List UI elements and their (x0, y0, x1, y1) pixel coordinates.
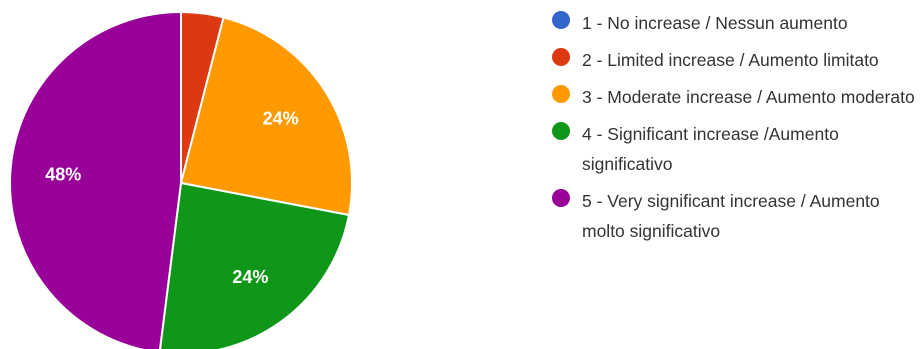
legend-item-4[interactable]: 4 - Significant increase /Aumento signif… (550, 119, 920, 179)
pie-chart: 24% 24% 48% (8, 10, 353, 349)
legend-swatch (552, 189, 570, 207)
pie-slice-5 (8, 10, 182, 349)
legend-label: 3 - Moderate increase / Aumento moderato (582, 87, 915, 107)
legend-item-2[interactable]: 2 - Limited increase / Aumento limitato (550, 45, 920, 75)
legend-label: 1 - No increase / Nessun aumento (582, 13, 848, 33)
legend-item-3[interactable]: 3 - Moderate increase / Aumento moderato (550, 82, 920, 112)
slice-label-3: 24% (263, 109, 299, 129)
legend-item-5[interactable]: 5 - Very significant increase / Aumento … (550, 186, 920, 246)
slice-label-5: 48% (45, 164, 81, 184)
pie-slice-3 (179, 16, 353, 217)
legend-label: 2 - Limited increase / Aumento limitato (582, 50, 879, 70)
pie-slice-4 (159, 181, 351, 349)
legend-item-1[interactable]: 1 - No increase / Nessun aumento (550, 8, 920, 38)
legend-swatch (552, 85, 570, 103)
slice-label-4: 24% (232, 267, 268, 287)
legend-swatch (552, 11, 570, 29)
legend-swatch (552, 48, 570, 66)
legend-label: 4 - Significant increase /Aumento signif… (582, 124, 839, 174)
legend: 1 - No increase / Nessun aumento 2 - Limi… (550, 8, 920, 253)
legend-swatch (552, 122, 570, 140)
legend-label: 5 - Very significant increase / Aumento … (582, 191, 880, 241)
